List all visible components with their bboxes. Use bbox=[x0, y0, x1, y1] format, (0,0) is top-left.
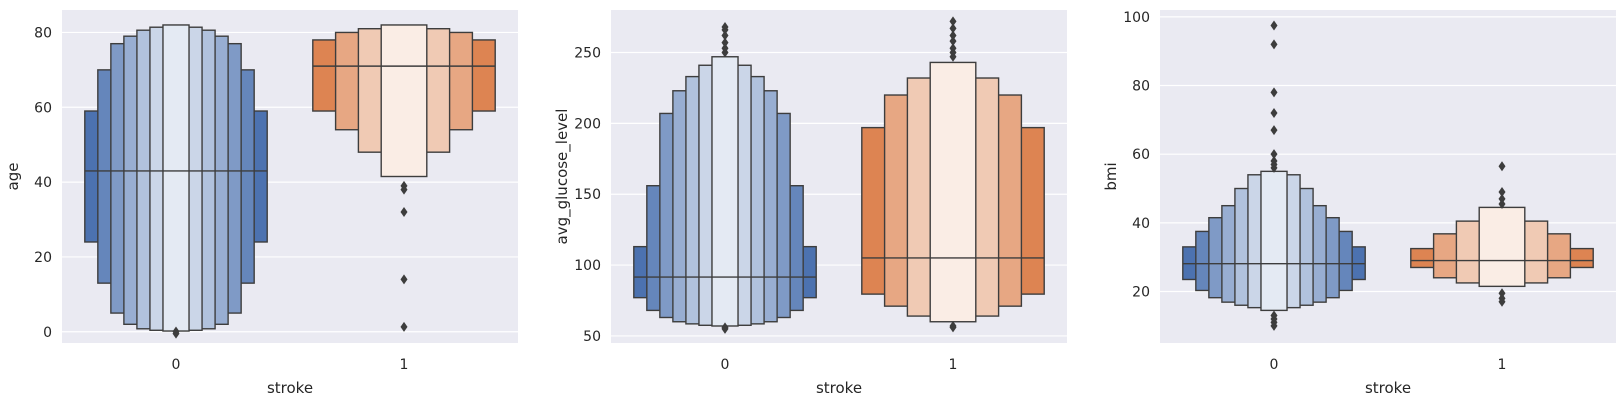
outlier-point bbox=[721, 30, 729, 41]
chart-panel-1: 0 20 40 60 80 0 1 stroke age bbox=[4, 10, 518, 397]
outlier-point bbox=[1270, 87, 1278, 98]
y-axis-label: bmi bbox=[1102, 162, 1120, 190]
outlier-point bbox=[172, 328, 180, 339]
outlier-point bbox=[949, 23, 957, 34]
outlier-point bbox=[721, 22, 729, 33]
outlier-point bbox=[1270, 125, 1278, 136]
outlier-point bbox=[1270, 320, 1278, 331]
outlier-point bbox=[949, 36, 957, 47]
boxen-box bbox=[162, 24, 190, 332]
outlier-point bbox=[1270, 149, 1278, 160]
x-tick-label: 0 bbox=[721, 357, 730, 373]
outlier-point bbox=[1498, 161, 1506, 172]
outlier-point bbox=[400, 321, 408, 332]
outlier-point bbox=[1498, 193, 1506, 204]
x-tick-label: 0 bbox=[172, 357, 181, 373]
outlier-point bbox=[400, 184, 408, 195]
outlier-point bbox=[1270, 107, 1278, 118]
x-axis-label: stroke bbox=[267, 379, 313, 397]
outlier-point bbox=[1270, 20, 1278, 31]
y-axis-label: avg_glucose_level bbox=[553, 109, 572, 245]
outlier-point bbox=[1270, 39, 1278, 50]
y-tick-label: 0 bbox=[43, 325, 52, 341]
outlier-point bbox=[400, 207, 408, 218]
x-tick-label: 1 bbox=[949, 357, 958, 373]
x-tick-label: 1 bbox=[400, 357, 409, 373]
boxen-box bbox=[929, 61, 977, 323]
outlier-point bbox=[1498, 288, 1506, 299]
y-tick-label: 100 bbox=[1123, 10, 1150, 26]
outlier-point bbox=[1498, 186, 1506, 197]
boxen-box bbox=[380, 24, 428, 178]
y-tick-label: 60 bbox=[1132, 147, 1150, 163]
y-tick-label: 80 bbox=[34, 25, 52, 41]
outlier-point bbox=[949, 16, 957, 27]
y-tick-label: 50 bbox=[583, 329, 601, 345]
outlier-point bbox=[949, 43, 957, 54]
y-tick-label: 250 bbox=[574, 46, 601, 62]
y-tick-label: 150 bbox=[574, 187, 601, 203]
y-tick-label: 60 bbox=[34, 100, 52, 116]
outlier-point bbox=[721, 323, 729, 334]
y-tick-label: 200 bbox=[574, 116, 601, 132]
y-tick-label: 20 bbox=[34, 250, 52, 266]
outlier-point bbox=[721, 43, 729, 54]
x-tick-label: 0 bbox=[1270, 357, 1279, 373]
y-tick-label: 40 bbox=[1132, 216, 1150, 232]
outlier-point bbox=[400, 274, 408, 285]
outlier-point bbox=[949, 322, 957, 333]
outlier-point bbox=[1270, 156, 1278, 167]
y-tick-label: 80 bbox=[1132, 79, 1150, 95]
boxen-box bbox=[711, 56, 739, 327]
chart-panel-3: 20 40 60 80 100 0 1 stroke bmi bbox=[1102, 10, 1616, 397]
outlier-point bbox=[949, 30, 957, 41]
x-axis-label: stroke bbox=[816, 379, 862, 397]
y-tick-label: 100 bbox=[574, 258, 601, 274]
outlier-point bbox=[1498, 296, 1506, 307]
chart-panel-2: 50 100 150 200 250 0 1 stroke avg_glucose_level bbox=[553, 10, 1067, 397]
outlier-point bbox=[721, 37, 729, 48]
y-tick-label: 40 bbox=[34, 175, 52, 191]
x-tick-label: 1 bbox=[1498, 357, 1507, 373]
boxen-box bbox=[1478, 206, 1526, 288]
x-axis-label: stroke bbox=[1365, 379, 1411, 397]
boxen-box bbox=[1260, 170, 1288, 312]
outlier-point bbox=[1498, 198, 1506, 209]
y-tick-label: 20 bbox=[1132, 285, 1150, 301]
y-axis-label: age bbox=[4, 163, 22, 191]
